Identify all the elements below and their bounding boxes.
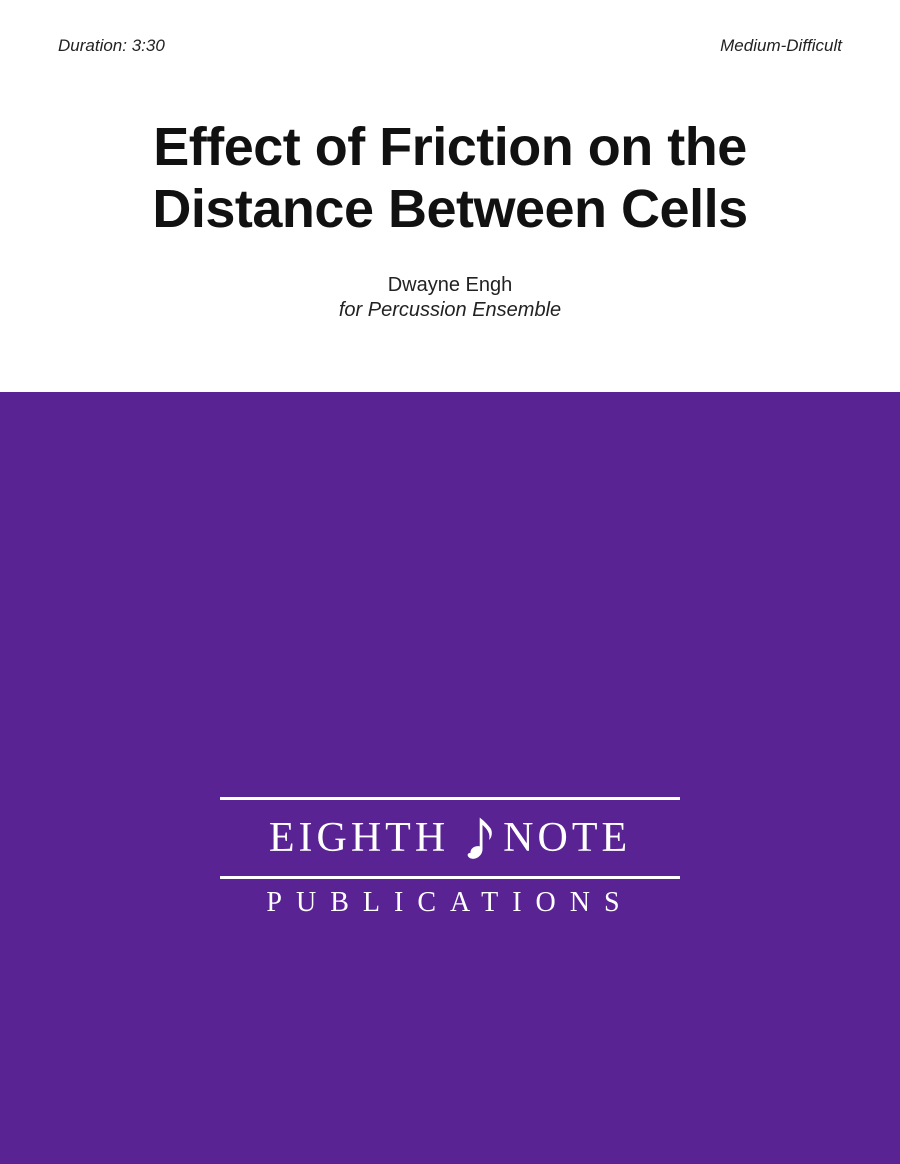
publisher-logo: EIGHTH NOTE PUBLICATIONS xyxy=(220,637,680,919)
eighth-note-icon xyxy=(457,812,495,864)
logo-word-eighth: EIGHTH xyxy=(269,814,449,862)
logo-bottom-rule xyxy=(220,876,680,879)
top-meta-row: Duration: 3:30 Medium-Difficult xyxy=(58,36,842,56)
composer-block: Dwayne Engh for Percussion Ensemble xyxy=(58,274,842,322)
logo-word-note: NOTE xyxy=(503,814,631,862)
title-line-1: Effect of Friction on the xyxy=(153,117,746,177)
composer-name: Dwayne Engh xyxy=(58,274,842,297)
logo-sub-publications: PUBLICATIONS xyxy=(220,887,680,919)
ensemble-label: for Percussion Ensemble xyxy=(58,299,842,322)
logo-text-row: EIGHTH NOTE xyxy=(220,800,680,876)
piece-title: Effect of Friction on the Distance Betwe… xyxy=(58,116,842,240)
duration-label: Duration: 3:30 xyxy=(58,36,165,56)
purple-section: EIGHTH NOTE PUBLICATIONS xyxy=(0,392,900,1164)
cover-page: Duration: 3:30 Medium-Difficult Effect o… xyxy=(0,0,900,1164)
header-section: Duration: 3:30 Medium-Difficult Effect o… xyxy=(0,0,900,392)
title-line-2: Distance Between Cells xyxy=(152,179,747,239)
difficulty-label: Medium-Difficult xyxy=(720,36,842,56)
